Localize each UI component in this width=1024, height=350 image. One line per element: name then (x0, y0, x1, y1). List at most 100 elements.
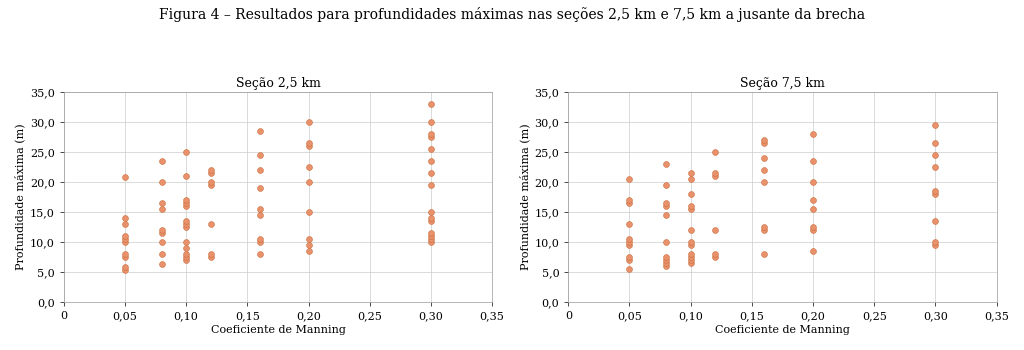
Point (707, 170, 723, 176)
Point (300, 248, 316, 254)
Point (805, 158, 821, 164)
Point (927, 122, 943, 128)
Point (252, 152, 268, 158)
Point (682, 176, 698, 182)
Point (178, 254, 195, 260)
Point (682, 260, 698, 266)
Point (423, 230, 439, 236)
Point (252, 251, 268, 257)
Point (178, 224, 195, 230)
Point (658, 239, 675, 245)
Point (927, 140, 943, 146)
Point (756, 224, 772, 230)
Point (622, 239, 638, 245)
Point (154, 239, 170, 245)
Point (423, 119, 439, 125)
Point (178, 173, 195, 179)
Point (682, 239, 698, 245)
Point (300, 164, 316, 170)
Point (622, 176, 638, 182)
Point (682, 203, 698, 209)
Point (178, 218, 195, 224)
Point (300, 119, 316, 125)
Point (756, 179, 772, 185)
Point (622, 266, 638, 272)
Point (178, 203, 195, 209)
Point (622, 197, 638, 203)
Point (423, 215, 439, 221)
Point (423, 218, 439, 224)
Point (203, 251, 219, 257)
Point (178, 200, 195, 206)
Point (154, 179, 170, 185)
Point (707, 149, 723, 155)
Point (154, 227, 170, 233)
Point (622, 221, 638, 227)
Point (423, 101, 439, 107)
Point (658, 161, 675, 167)
Point (658, 203, 675, 209)
Point (203, 254, 219, 260)
Point (682, 206, 698, 212)
Point (203, 179, 219, 185)
Point (707, 227, 723, 233)
Point (423, 239, 439, 245)
Point (154, 251, 170, 257)
Point (756, 167, 772, 173)
Point (117, 264, 133, 270)
Point (252, 206, 268, 212)
Point (252, 167, 268, 173)
Point (154, 158, 170, 164)
Point (300, 179, 316, 185)
Point (756, 251, 772, 257)
Point (805, 224, 821, 230)
Point (756, 140, 772, 146)
Point (622, 254, 638, 260)
Title: Seção 2,5 km: Seção 2,5 km (236, 77, 321, 90)
Point (203, 170, 219, 176)
Point (622, 242, 638, 248)
Point (927, 164, 943, 170)
Point (682, 254, 698, 260)
Point (252, 236, 268, 242)
Point (154, 206, 170, 212)
Point (117, 215, 133, 221)
Point (658, 260, 675, 266)
Point (682, 227, 698, 233)
Point (154, 200, 170, 206)
Point (756, 155, 772, 161)
Point (682, 251, 698, 257)
Point (117, 267, 133, 273)
Point (927, 188, 943, 194)
Point (423, 209, 439, 215)
Point (423, 146, 439, 152)
Point (622, 257, 638, 262)
Point (682, 257, 698, 262)
Point (117, 239, 133, 245)
Point (178, 251, 195, 257)
Text: Figura 4 – Resultados para profundidades máximas nas seções 2,5 km e 7,5 km a ju: Figura 4 – Resultados para profundidades… (159, 7, 865, 22)
Point (117, 236, 133, 242)
Point (117, 221, 133, 227)
Point (203, 167, 219, 173)
Point (927, 191, 943, 197)
Point (658, 200, 675, 206)
Point (927, 218, 943, 224)
Point (423, 182, 439, 188)
Point (622, 200, 638, 206)
Point (423, 170, 439, 176)
Point (423, 158, 439, 164)
Point (682, 242, 698, 248)
Point (178, 245, 195, 251)
Title: Seção 7,5 km: Seção 7,5 km (740, 77, 825, 90)
Point (658, 212, 675, 218)
Point (117, 254, 133, 260)
Point (756, 227, 772, 233)
Point (805, 179, 821, 185)
Point (252, 212, 268, 218)
Point (178, 149, 195, 155)
Point (658, 254, 675, 260)
Point (707, 254, 723, 260)
Point (252, 128, 268, 134)
Point (756, 137, 772, 143)
